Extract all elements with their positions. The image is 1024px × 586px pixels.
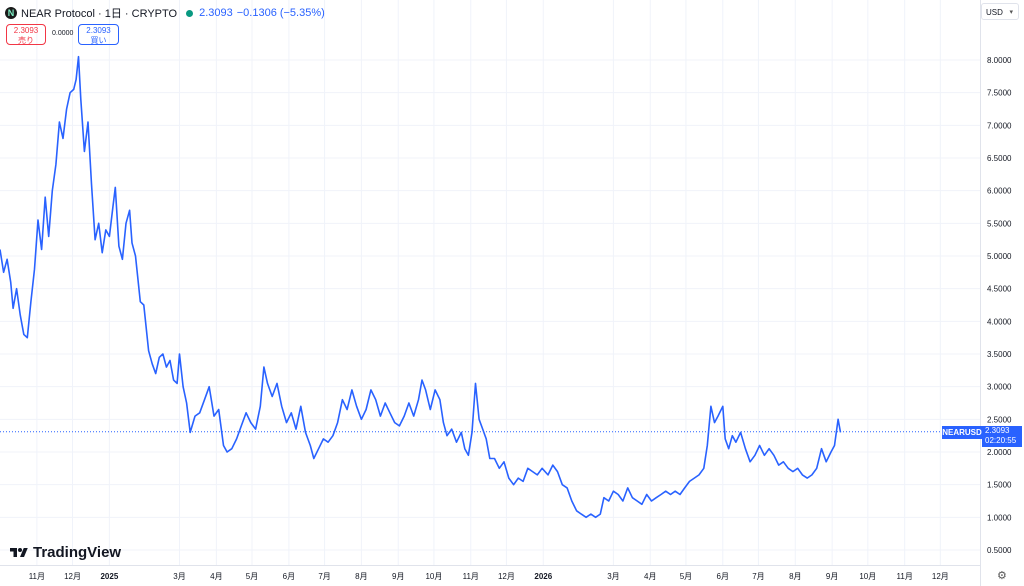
y-tick-label: 5.5000 — [987, 219, 1012, 228]
buy-price: 2.3093 — [86, 26, 111, 35]
sell-label: 売り — [18, 36, 34, 45]
x-tick-label: 11月 — [29, 572, 45, 581]
x-tick-label: 3月 — [173, 572, 185, 581]
y-tick-label: 4.0000 — [987, 317, 1012, 326]
y-tick-label: 1.5000 — [987, 481, 1012, 490]
y-tick-label: 8.0000 — [987, 56, 1012, 65]
chevron-down-icon: ▾ — [1009, 9, 1013, 16]
x-tick-label: 6月 — [283, 572, 295, 581]
market-status-dot[interactable] — [186, 9, 194, 17]
x-tick-label: 8月 — [355, 572, 367, 581]
price-axis: 8.0000 7.5000 7.0000 6.5000 6.0000 5.5000 5.00… — [987, 56, 1012, 555]
y-tick-label: 4.5000 — [987, 285, 1012, 294]
x-tick-label: 5月 — [246, 572, 258, 581]
x-tick-label: 12月 — [932, 572, 949, 581]
legend-change-pct: (−5.35%) — [279, 7, 325, 19]
y-tick-label: 6.5000 — [987, 154, 1012, 163]
x-tick-label: 9月 — [826, 572, 838, 581]
last-price-value: 2.3093 — [985, 426, 1010, 435]
settings-gear-icon[interactable]: ⚙ — [997, 570, 1007, 582]
currency-select[interactable]: USD ▾ — [981, 3, 1019, 20]
x-tick-label: 10月 — [425, 572, 442, 581]
buy-label: 買い — [90, 36, 107, 45]
legend-last-price: 2.3093 — [199, 7, 233, 19]
x-tick-label: 12月 — [498, 572, 515, 581]
legend-change: −0.1306 — [236, 7, 277, 19]
y-tick-label: 7.5000 — [987, 89, 1012, 98]
x-tick-label: 6月 — [717, 572, 729, 581]
x-tick-label: 2025 — [100, 572, 118, 581]
y-tick-label: 5.0000 — [987, 252, 1012, 261]
y-tick-label: 0.5000 — [987, 546, 1012, 555]
y-tick-label: 7.0000 — [987, 121, 1012, 130]
y-tick-label: 2.5000 — [987, 415, 1012, 424]
sell-button[interactable]: 2.3093 売り — [6, 24, 46, 45]
legend-header: N NEAR Protocol · 1日 · CRYPTO 2.3093 −0.… — [5, 5, 325, 21]
y-tick-label: 2.0000 — [987, 448, 1012, 457]
x-tick-label: 2026 — [534, 572, 552, 581]
y-tick-label: 3.0000 — [987, 383, 1012, 392]
last-price-tag: 2.3093 02:20:55 — [982, 426, 1022, 447]
logo-text: TradingView — [33, 544, 122, 561]
x-tick-label: 9月 — [392, 572, 404, 581]
time-axis: 11月 12月 2025 3月 4月 5月 6月 7月 8月 9月 10月 11月 12月 2026 3月 4… — [29, 572, 949, 581]
currency-value: USD — [986, 8, 1003, 17]
x-tick-label: 12月 — [64, 572, 81, 581]
near-logo-icon: N — [5, 7, 17, 19]
buy-button[interactable]: 2.3093 買い — [78, 24, 119, 45]
x-tick-label: 4月 — [210, 572, 222, 581]
tradingview-logo-icon — [10, 547, 28, 557]
x-tick-label: 10月 — [859, 572, 876, 581]
sell-price: 2.3093 — [13, 26, 39, 35]
x-tick-label: 7月 — [752, 572, 764, 581]
symbol-title[interactable]: NEAR Protocol · 1日 · CRYPTO — [21, 8, 178, 20]
x-tick-label: 7月 — [318, 572, 330, 581]
spread-value: 0.0000 — [52, 30, 74, 37]
bar-countdown: 02:20:55 — [985, 436, 1017, 445]
y-tick-label: 6.0000 — [987, 187, 1012, 196]
price-line-series — [0, 55, 842, 519]
x-tick-label: 5月 — [680, 572, 692, 581]
x-tick-label: 3月 — [607, 572, 619, 581]
y-tick-label: 3.5000 — [987, 350, 1012, 359]
x-tick-label: 11月 — [463, 572, 479, 581]
tradingview-logo[interactable]: TradingView — [8, 544, 121, 561]
x-tick-label: 4月 — [644, 572, 656, 581]
x-tick-label: 8月 — [789, 572, 801, 581]
grid — [0, 0, 980, 565]
symbol-price-tag: NEARUSD — [942, 426, 982, 439]
y-tick-label: 1.0000 — [987, 513, 1012, 522]
x-tick-label: 11月 — [897, 572, 913, 581]
